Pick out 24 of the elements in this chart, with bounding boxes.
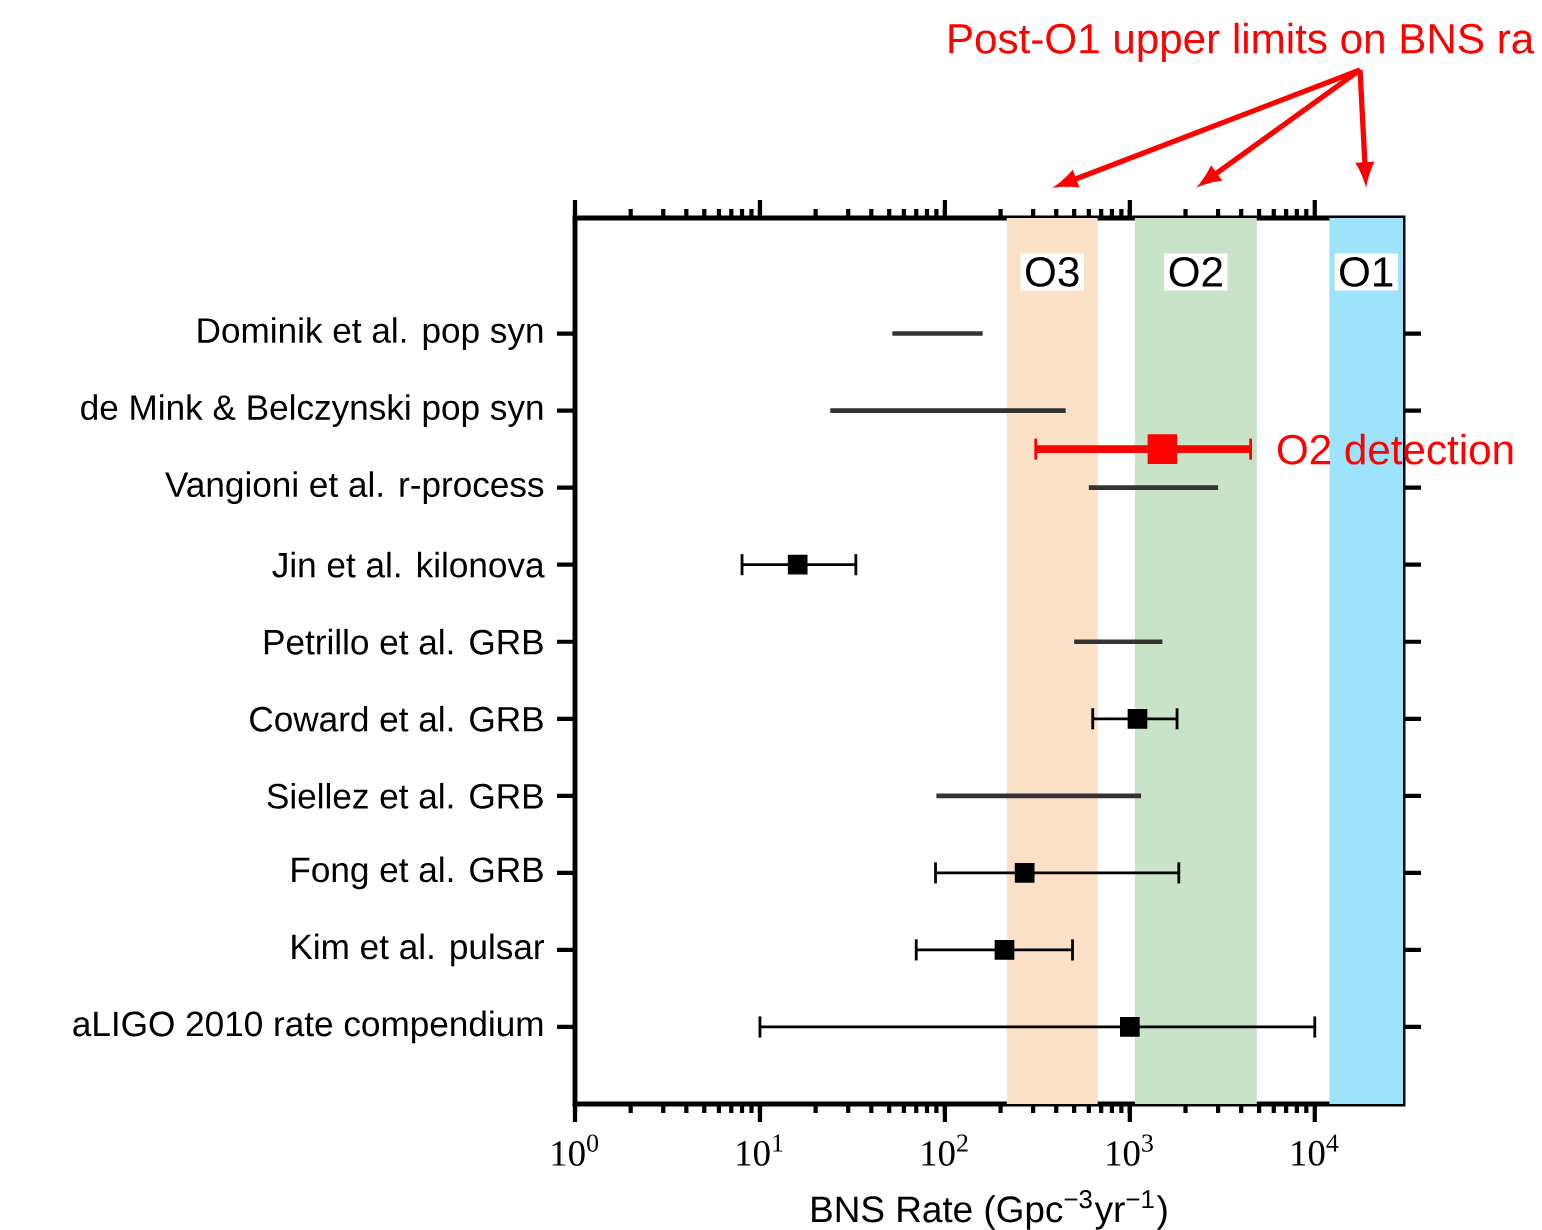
y-tick-label: aLIGO 2010 rate compendium (73, 1010, 543, 1044)
x-tick-label: 10$^{4}$ (1292, 1134, 1339, 1166)
band-label: O2 (1169, 257, 1222, 287)
y-tick-label: Jin et al. kilonova (272, 551, 545, 578)
y-tick-label: Vangioni et al. r-process (165, 471, 544, 505)
bar (892, 331, 983, 336)
y-tick-label: Dominik et al. pop syn (198, 317, 543, 350)
bar (830, 408, 1066, 413)
band-label: O1 (1340, 257, 1393, 287)
text: Post-O1 upper limits on BNS ra (949, 22, 1535, 63)
y-tick-label: Fong et al. GRB (292, 856, 543, 890)
band-label: O3 (1026, 257, 1079, 287)
y-tick-label: Siellez et al. GRB (267, 782, 543, 809)
x-tick-label: 10$^{3}$ (1107, 1134, 1153, 1166)
y-tick-label: Petrillo et al. GRB (264, 628, 543, 655)
x-tick-label: 10$^{0}$ (552, 1134, 599, 1166)
y-tick-label: Coward et al. GRB (250, 705, 543, 732)
x-axis-title: BNS Rate (Gpc$^{−3}$yr$^{−1}$) (812, 1190, 1167, 1230)
bar (1088, 485, 1219, 490)
x-tick-label: 10$^{1}$ (737, 1134, 783, 1166)
y-tick-label: Kim et al. pulsar (292, 933, 544, 967)
x-tick-label: 10$^{2}$ (922, 1134, 968, 1166)
y-tick-label: de Mink & Belczynski pop syn (81, 394, 543, 427)
bar (1074, 639, 1163, 645)
